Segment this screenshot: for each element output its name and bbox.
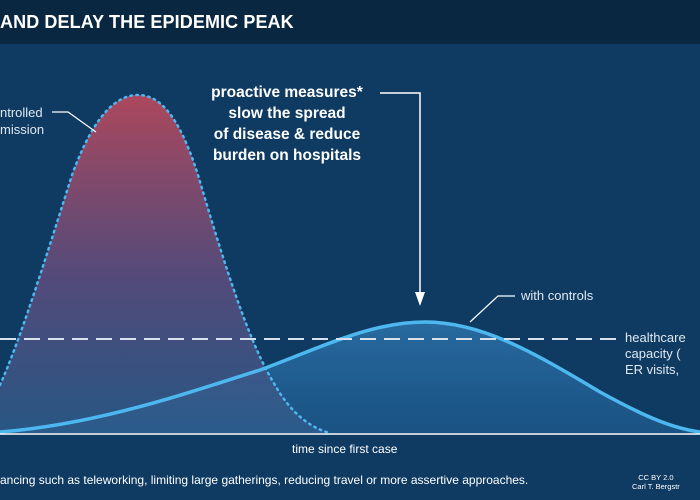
- footnote: ancing such as teleworking, limiting lar…: [0, 473, 529, 487]
- uncontrolled-label: ntrolled mission: [0, 105, 45, 137]
- proactive-arrowhead: [415, 292, 425, 306]
- page-title: AND DELAY THE EPIDEMIC PEAK: [0, 12, 294, 32]
- with-controls-curve: [0, 320, 700, 434]
- x-axis-label: time since first case: [292, 442, 398, 456]
- proactive-measures-label: proactive measures* slow the spread of d…: [211, 84, 363, 164]
- with-controls-label: with controls: [521, 288, 594, 303]
- proactive-arrow-line: [380, 92, 421, 298]
- with-controls-leader: [469, 295, 515, 323]
- title-bar: [0, 0, 700, 44]
- uncontrolled-curve: [0, 93, 332, 435]
- uncontrolled-leader: [52, 111, 97, 133]
- healthcare-capacity-label: healthcare capacity ( ER visits,: [625, 330, 686, 377]
- uncontrolled-area: [0, 95, 330, 433]
- license-credit: CC BY 2.0 Carl T. Bergstr: [632, 473, 680, 491]
